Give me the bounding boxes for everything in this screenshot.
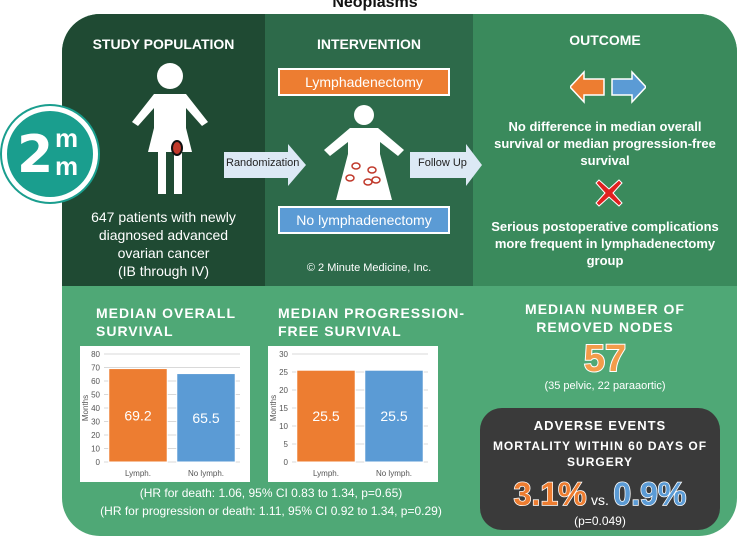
pfs-chart: 0 5 10 15 20 25 30 Months 25.5 Lymph. 25.5 No lymph… (268, 346, 438, 482)
woman-nodes-icon (324, 105, 404, 200)
no-lymphadenectomy-arm: No lymphadenectomy (278, 206, 450, 234)
y-axis-label: Months (81, 395, 90, 421)
bar (176, 373, 236, 463)
outcome-complications: Serious postoperative complications more… (478, 218, 732, 269)
overall-survival-chart: 0 10 20 30 40 50 60 70 80 Months 69.2 Lymph. 65.5 No … (80, 346, 250, 482)
y-tick-label: 30 (91, 418, 100, 427)
os-title-line: MEDIAN OVERALL (96, 305, 236, 321)
bar-value-label: 25.5 (312, 408, 339, 424)
outcome-line: No difference in median overall (508, 119, 702, 134)
outcome-line: more frequent in lymphadenectomy (494, 236, 716, 251)
bar-value-label: 65.5 (192, 410, 219, 426)
y-tick-label: 20 (279, 386, 288, 395)
mortality-no-lymph: 0.9% (613, 475, 687, 513)
y-tick-label: 15 (279, 404, 288, 413)
bar (296, 369, 356, 463)
page-title: Neoplasms (332, 0, 418, 11)
nodes-title-line: REMOVED NODES (536, 319, 674, 335)
outcome-line: Serious postoperative complications (491, 219, 719, 234)
mortality-p-value: (p=0.049) (574, 514, 626, 528)
adverse-events-box (480, 408, 720, 530)
adverse-subtitle-line: SURGERY (567, 455, 633, 469)
follow-up-arrow (410, 144, 482, 186)
pfs-title-line: FREE SURVIVAL (278, 323, 402, 339)
os-title-line: SURVIVAL (96, 323, 174, 339)
adverse-title: ADVERSE EVENTS (533, 418, 667, 433)
population-description: 647 patients with newly diagnosed advanc… (62, 208, 265, 280)
nodes-title: MEDIAN NUMBER OF REMOVED NODES (505, 300, 705, 336)
randomization-arrow (224, 144, 306, 186)
y-axis-label: Months (269, 395, 278, 421)
population-line: (IB through IV) (117, 263, 210, 279)
os-title: MEDIAN OVERALL SURVIVAL (96, 304, 236, 340)
y-tick-label: 40 (91, 404, 100, 413)
bar (364, 369, 424, 463)
y-tick-label: 5 (284, 440, 289, 449)
y-tick-label: 60 (91, 377, 100, 386)
woman-icon (132, 63, 208, 194)
copyright: © 2 Minute Medicine, Inc. (306, 262, 432, 274)
follow-up-label: Follow Up (418, 157, 467, 169)
y-tick-label: 25 (279, 368, 288, 377)
adverse-subtitle-line: MORTALITY WITHIN 60 DAYS OF (492, 439, 708, 453)
bar-value-label: 25.5 (380, 408, 407, 424)
outcome-header: OUTCOME (569, 32, 641, 48)
x-tick-label: No lymph. (376, 469, 412, 478)
logo-m-top: m (55, 123, 79, 153)
lymphadenectomy-arm: Lymphadenectomy (278, 68, 450, 96)
population-line: ovarian cancer (117, 245, 210, 261)
population-line: 647 patients with newly (91, 209, 236, 225)
y-tick-label: 20 (91, 431, 100, 440)
pfs-title-line: MEDIAN PROGRESSION- (278, 305, 466, 321)
logo-m-bottom: m (55, 151, 79, 181)
x-tick-label: No lymph. (188, 469, 224, 478)
y-tick-label: 10 (279, 422, 288, 431)
hr-progression: (HR for progression or death: 1.11, 95% … (100, 504, 442, 518)
outcome-column (473, 14, 737, 286)
nodes-detail: (35 pelvic, 22 paraaortic) (544, 380, 666, 392)
x-tick-label: Lymph. (313, 469, 339, 478)
outcome-no-difference: No difference in median overall survival… (478, 118, 732, 169)
randomization-label: Randomization (226, 157, 300, 169)
y-tick-label: 70 (91, 364, 100, 373)
vs-label: vs. (591, 492, 609, 508)
median-nodes-value: 57 (583, 337, 627, 381)
y-tick-label: 0 (96, 458, 101, 467)
y-tick-label: 80 (91, 350, 100, 359)
intervention-header: INTERVENTION (317, 36, 421, 52)
bar (108, 368, 168, 463)
logo-digit: 2 (17, 125, 54, 185)
2mm-logo: 2 m m (2, 106, 98, 202)
y-tick-label: 30 (279, 350, 288, 359)
outcome-line: survival (580, 153, 630, 168)
mortality-lymph: 3.1% (513, 475, 587, 513)
study-population-header: STUDY POPULATION (92, 36, 235, 52)
mortality-comparison: 3.1% vs. 0.9% (480, 475, 720, 513)
adverse-subtitle: MORTALITY WITHIN 60 DAYS OF SURGERY (480, 438, 720, 470)
pfs-title: MEDIAN PROGRESSION- FREE SURVIVAL (278, 304, 465, 340)
y-tick-label: 0 (284, 458, 289, 467)
red-x-icon (595, 179, 623, 207)
nodes-title-line: MEDIAN NUMBER OF (525, 301, 685, 317)
population-line: diagnosed advanced (98, 227, 229, 243)
hr-death: (HR for death: 1.06, 95% CI 0.83 to 1.34… (139, 486, 403, 500)
x-tick-label: Lymph. (125, 469, 151, 478)
left-right-arrows-icon (570, 70, 646, 104)
outcome-line: survival or median progression-free (494, 136, 716, 151)
bar-value-label: 69.2 (124, 407, 151, 423)
outcome-line: group (586, 253, 624, 268)
y-tick-label: 50 (91, 391, 100, 400)
y-tick-label: 10 (91, 445, 100, 454)
